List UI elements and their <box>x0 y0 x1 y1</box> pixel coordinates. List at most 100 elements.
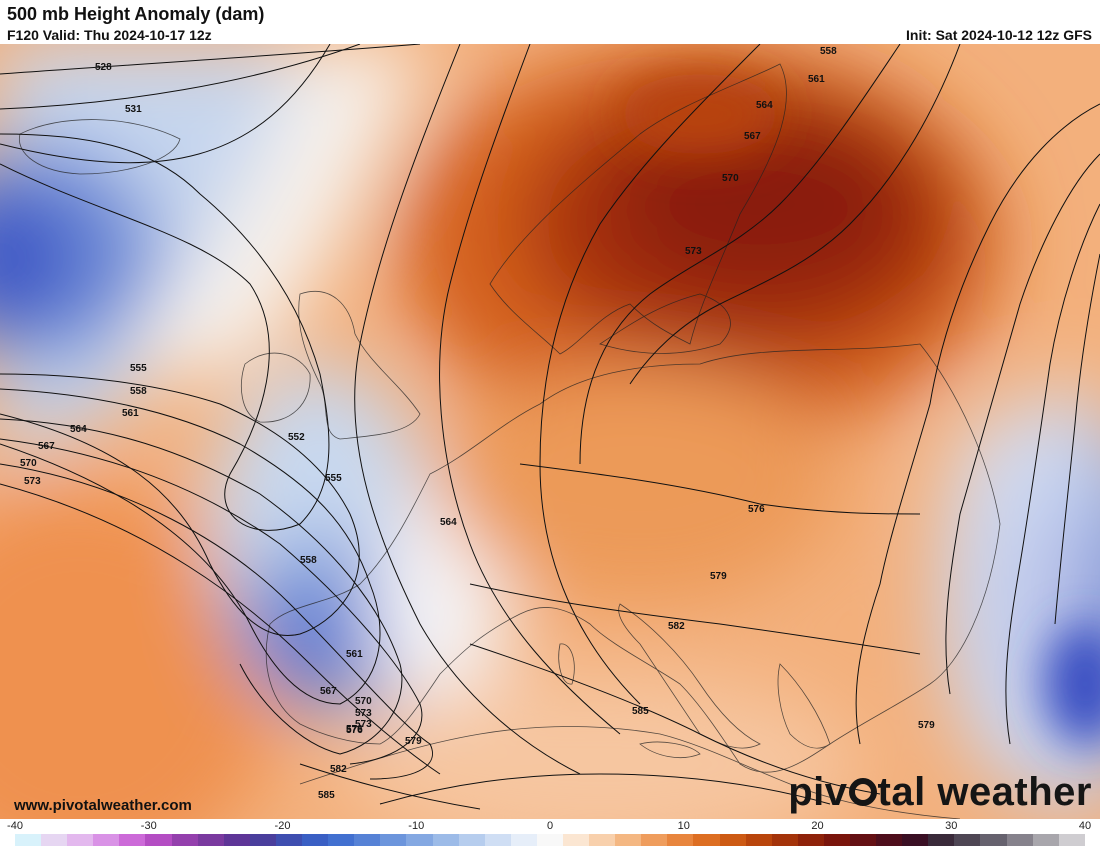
colorbar-swatch <box>615 834 642 846</box>
contour-label: 573 <box>24 476 41 487</box>
colorbar-swatch <box>41 834 68 846</box>
colorbar-swatch <box>119 834 146 846</box>
colorbar-swatch <box>797 834 824 846</box>
colorbar-swatch <box>954 834 981 846</box>
colorbar-swatch <box>928 834 955 846</box>
contour-label: 585 <box>318 790 335 801</box>
contour-label: 585 <box>632 706 649 717</box>
map-title: 500 mb Height Anomaly (dam) <box>7 4 265 24</box>
contour-label: 531 <box>125 104 142 115</box>
contour-label: 561 <box>808 74 825 85</box>
colorbar-swatch <box>223 834 250 846</box>
brand-text-end: tal weather <box>877 770 1092 814</box>
anomaly-shading <box>0 44 1100 819</box>
colorbar-swatch <box>1006 834 1033 846</box>
contour-label: 564 <box>756 100 773 111</box>
gear-icon <box>848 778 877 806</box>
contour-label: 567 <box>38 441 55 452</box>
contour-label: 576 <box>748 504 765 515</box>
map-canvas: 528 531 552 555 558 561 564 567 570 573 … <box>0 44 1100 819</box>
contour-label: 582 <box>668 621 685 632</box>
colorbar-swatch <box>536 834 563 846</box>
contour-label: 573 <box>685 246 702 257</box>
contour-label: 528 <box>95 62 112 73</box>
init-time: Init: Sat 2024-10-12 12z GFS <box>906 27 1092 43</box>
contour-label: 576 <box>346 724 363 735</box>
colorbar-swatch <box>980 834 1007 846</box>
contour-label: 579 <box>405 736 422 747</box>
colorbar-swatch <box>1032 834 1059 846</box>
colorbar-swatch <box>67 834 94 846</box>
colorbar-swatch <box>562 834 590 846</box>
colorbar-tick-label: -30 <box>140 820 157 832</box>
contour-label: 570 <box>20 458 37 469</box>
contour-label: 579 <box>918 720 935 731</box>
colorbar-swatch <box>902 834 929 846</box>
contour-label: 564 <box>70 424 87 435</box>
contour-label: 573 <box>355 708 372 719</box>
contour-label: 558 <box>300 555 317 566</box>
website-label: www.pivotalweather.com <box>14 797 192 814</box>
colorbar-swatch <box>458 834 485 846</box>
colorbar-tick-label: 0 <box>546 820 554 832</box>
valid-time: F120 Valid: Thu 2024-10-17 12z <box>7 27 212 43</box>
colorbar-swatch <box>197 834 224 846</box>
colorbar-swatch <box>589 834 616 846</box>
colorbar-tick-label: -40 <box>7 820 23 832</box>
colorbar-swatch <box>15 834 42 846</box>
colorbar-swatch <box>850 834 877 846</box>
colorbar-swatch <box>771 834 798 846</box>
contour-label: 579 <box>710 571 727 582</box>
anomaly-map: 528 531 552 555 558 561 564 567 570 573 … <box>0 44 1100 819</box>
contour-label: 570 <box>355 696 372 707</box>
contour-label: 561 <box>346 649 363 660</box>
colorbar-swatch <box>93 834 120 846</box>
contour-label: 570 <box>722 173 739 184</box>
anomaly-detail <box>620 74 1100 744</box>
contour-label: 582 <box>330 764 347 775</box>
contour-label: 567 <box>320 686 337 697</box>
colorbar-swatch <box>171 834 198 846</box>
colorbar-swatch <box>275 834 303 846</box>
colorbar-swatch <box>1058 834 1085 846</box>
contour-label: 555 <box>130 363 147 374</box>
colorbar-swatch <box>823 834 850 846</box>
contour-label: 564 <box>440 517 457 528</box>
height-contours <box>0 44 1100 810</box>
colorbar-swatch <box>719 834 746 846</box>
brand-logo: piv tal weather <box>788 770 1092 815</box>
colorbar-swatch <box>484 834 511 846</box>
contour-label: 567 <box>744 131 761 142</box>
header: 500 mb Height Anomaly (dam) F120 Valid: … <box>0 0 1100 44</box>
colorbar-swatch <box>876 834 903 846</box>
colorbar-tick-label: 10 <box>677 820 690 832</box>
colorbar-swatch <box>693 834 720 846</box>
colorbar-ticks: -40 -30 -20 -10 0 10 20 30 40 <box>7 820 1091 834</box>
contour-label: 555 <box>325 473 342 484</box>
colorbar-tick-label: 40 <box>1078 820 1092 832</box>
colorbar-tick-label: -10 <box>408 820 425 832</box>
colorbar-swatch <box>667 834 694 846</box>
coastlines <box>18 63 1001 819</box>
colorbar-swatch <box>641 834 668 846</box>
contour-labels: 528 531 552 555 558 561 564 567 570 573 … <box>20 46 935 801</box>
colorbar <box>15 834 1085 846</box>
contour-label: 561 <box>122 408 139 419</box>
colorbar-swatch <box>354 834 381 846</box>
colorbar-tick-label: 20 <box>811 820 824 832</box>
colorbar-swatch <box>745 834 772 846</box>
colorbar-swatch <box>145 834 172 846</box>
colorbar-tick-label: -20 <box>274 820 291 832</box>
contour-label: 573 <box>355 719 372 730</box>
contour-label: 552 <box>288 432 305 443</box>
colorbar-swatch <box>302 834 329 846</box>
contour-label: 576 <box>346 725 363 736</box>
colorbar-tick-label: 30 <box>945 820 958 832</box>
colorbar-swatch <box>249 834 276 846</box>
contour-label: 558 <box>820 46 837 57</box>
colorbar-swatch <box>406 834 433 846</box>
colorbar-swatch <box>328 834 355 846</box>
contour-label: 558 <box>130 386 147 397</box>
brand-text-start: piv <box>788 770 848 814</box>
colorbar-swatch <box>510 834 537 846</box>
